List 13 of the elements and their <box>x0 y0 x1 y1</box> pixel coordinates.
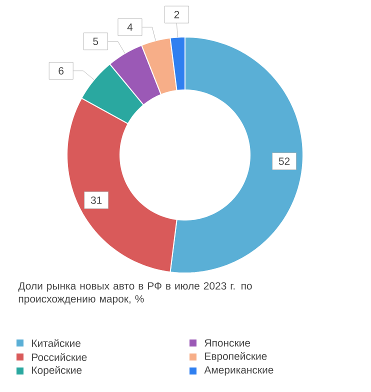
data-label: 6 <box>58 67 64 75</box>
data-label: 2 <box>174 10 180 18</box>
data-label: 31 <box>90 196 102 204</box>
legend-label: Российские <box>32 353 87 361</box>
data-label: 4 <box>127 24 133 31</box>
text: Доли рынка новых авто в РФ в июле 2023 г. по происхождению марок, % <box>18 282 252 305</box>
data-label: 5 <box>93 38 98 46</box>
legend-label: Американские <box>204 366 274 376</box>
legend-label: Европейские <box>205 352 267 362</box>
legend-label: Китайские <box>32 339 80 347</box>
legend-label: Корейские <box>32 366 82 376</box>
legend-label: Японские <box>204 339 250 347</box>
data-label: 52 <box>278 158 290 165</box>
